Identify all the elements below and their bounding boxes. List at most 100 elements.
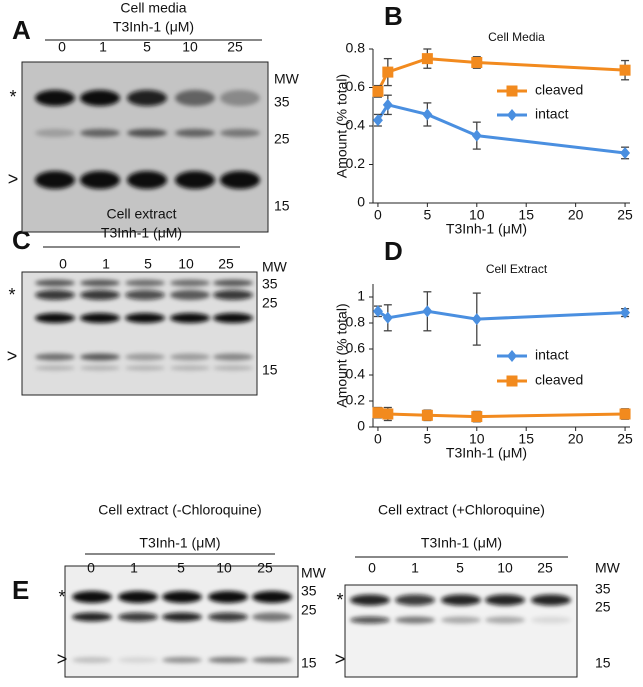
band <box>485 616 525 624</box>
mw-value: 25 <box>274 131 290 147</box>
x-tick-label: 10 <box>469 207 485 223</box>
band <box>162 612 202 622</box>
band <box>350 594 390 606</box>
x-tick-label: 15 <box>518 431 534 447</box>
treatment-label: T3Inh-1 (μM) <box>101 225 182 241</box>
mw-value: 25 <box>262 295 278 311</box>
panel-letter: B <box>384 1 403 31</box>
mw-value: 15 <box>595 655 611 671</box>
blot-title: Cell extract <box>106 206 176 222</box>
legend-label: cleaved <box>535 372 583 388</box>
band <box>35 290 75 300</box>
marker <box>471 313 482 326</box>
marker <box>421 53 433 65</box>
blot-bands <box>72 591 292 663</box>
band <box>252 657 292 663</box>
band <box>35 171 75 189</box>
chart-title: Cell Extract <box>486 262 548 276</box>
y-tick-label: 0.4 <box>346 366 366 382</box>
band <box>72 591 112 603</box>
series-line <box>377 309 626 321</box>
lane-label: 25 <box>257 560 273 576</box>
y-tick-label: 0 <box>357 194 365 210</box>
marker <box>372 85 384 97</box>
marker <box>382 311 393 324</box>
mw-label: MW <box>262 259 288 275</box>
lane-label: 1 <box>99 39 107 55</box>
band-marker: * <box>58 587 65 607</box>
x-tick-label: 25 <box>617 431 633 447</box>
band <box>125 279 165 287</box>
blot-title: Cell media <box>120 0 186 16</box>
band <box>35 365 75 371</box>
band <box>80 365 120 371</box>
lane-label: 10 <box>216 560 232 576</box>
band <box>485 594 525 606</box>
series-line <box>376 103 626 155</box>
band-marker: * <box>8 285 15 305</box>
marker <box>506 85 518 97</box>
blot-bands <box>35 279 253 371</box>
marker <box>422 108 433 121</box>
legend-label: intact <box>535 106 569 122</box>
band <box>125 353 165 361</box>
band-marker: > <box>8 169 19 189</box>
band <box>118 591 158 603</box>
lane-label: 5 <box>143 39 151 55</box>
band-marker: > <box>57 649 68 669</box>
band <box>208 591 248 603</box>
band <box>175 129 215 137</box>
band <box>213 313 253 323</box>
marker <box>619 64 631 76</box>
blot-title: Cell extract (-Chloroquine) <box>98 502 261 518</box>
lane-label: 25 <box>537 560 553 576</box>
lane-label: 5 <box>144 256 152 272</box>
band-marker: > <box>335 649 346 669</box>
band <box>531 616 571 624</box>
x-tick-label: 5 <box>423 207 431 223</box>
lane-label: 10 <box>178 256 194 272</box>
band <box>80 90 120 106</box>
y-tick-label: 0 <box>357 418 365 434</box>
mw-label: MW <box>595 560 621 576</box>
lane-label: 5 <box>177 560 185 576</box>
marker <box>382 408 394 420</box>
lane-label: 10 <box>182 39 198 55</box>
mw-value: 25 <box>301 602 317 618</box>
marker <box>372 305 383 318</box>
lane-label: 0 <box>368 560 376 576</box>
marker <box>382 66 394 78</box>
band <box>175 90 215 106</box>
marker <box>372 407 384 419</box>
legend-label: intact <box>535 347 569 363</box>
x-tick-label: 20 <box>568 207 584 223</box>
band <box>35 129 75 137</box>
y-tick-label: 0.2 <box>346 392 366 408</box>
lane-label: 1 <box>411 560 419 576</box>
band <box>208 612 248 622</box>
marker <box>507 350 517 362</box>
band <box>80 171 120 189</box>
lane-label: 0 <box>59 256 67 272</box>
lane-label: 1 <box>130 560 138 576</box>
y-axis-label: Amount (% total) <box>334 74 350 178</box>
band <box>125 290 165 300</box>
x-tick-label: 20 <box>568 431 584 447</box>
mw-value: 15 <box>301 655 317 671</box>
blot-title: Cell extract (+Chloroquine) <box>378 502 545 518</box>
marker <box>620 146 631 159</box>
band <box>72 612 112 622</box>
band <box>162 657 202 663</box>
band <box>162 591 202 603</box>
band <box>118 657 158 663</box>
marker <box>471 56 483 68</box>
y-tick-label: 0.6 <box>346 78 366 94</box>
band <box>35 279 75 287</box>
panel-letter: A <box>12 15 31 45</box>
band <box>220 129 260 137</box>
treatment-label: T3Inh-1 (μM) <box>113 19 194 35</box>
y-tick-label: 0.2 <box>346 155 366 171</box>
panel-letter: D <box>384 236 403 266</box>
band <box>441 594 481 606</box>
band <box>213 290 253 300</box>
